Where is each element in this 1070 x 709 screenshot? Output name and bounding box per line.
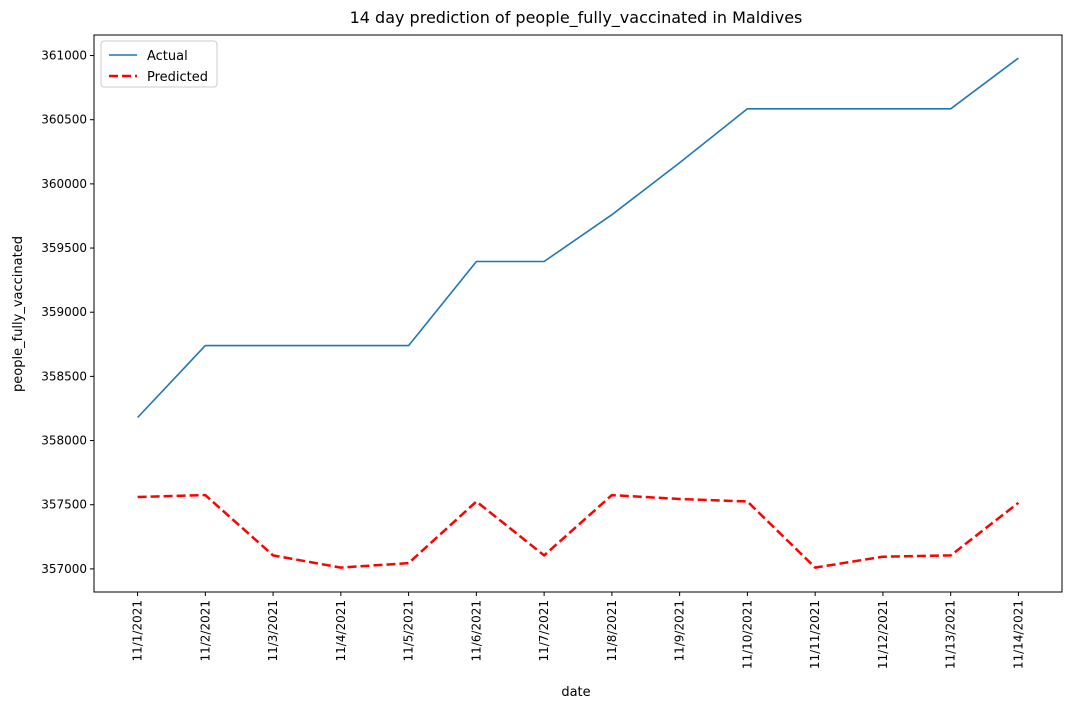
x-tick-label: 11/5/2021	[402, 600, 416, 662]
data-point-predicted	[882, 556, 884, 558]
x-tick-label: 11/10/2021	[740, 600, 754, 669]
data-point-predicted	[272, 554, 274, 556]
data-point-actual	[137, 417, 139, 419]
x-tick-label: 11/3/2021	[266, 600, 280, 662]
y-tick-label: 358500	[41, 369, 87, 383]
x-tick-label: 11/4/2021	[334, 600, 348, 662]
y-tick-label: 361000	[41, 49, 87, 63]
data-point-actual	[950, 108, 952, 110]
y-axis-label: people_fully_vaccinated	[11, 236, 26, 392]
series-line-actual	[137, 57, 1019, 419]
data-point-predicted	[340, 567, 342, 569]
data-point-predicted	[408, 562, 410, 564]
data-point-predicted	[204, 494, 206, 496]
x-tick-label: 11/12/2021	[876, 600, 890, 669]
x-tick-label: 11/11/2021	[808, 600, 822, 669]
data-point-predicted	[950, 554, 952, 556]
y-tick-label: 358000	[41, 434, 87, 448]
data-point-actual	[882, 108, 884, 110]
plot-frame	[93, 34, 1063, 593]
x-tick-label: 11/9/2021	[673, 600, 687, 662]
legend-label-predicted: Predicted	[147, 70, 208, 85]
y-tick-label: 357000	[41, 562, 87, 576]
series-line-predicted	[137, 493, 1020, 569]
data-point-actual	[679, 162, 681, 164]
y-tick-label: 359500	[41, 241, 87, 255]
x-tick-label: 11/6/2021	[469, 600, 483, 662]
data-point-predicted	[543, 554, 545, 556]
y-tick-label: 359000	[41, 305, 87, 319]
data-point-predicted	[475, 501, 477, 503]
x-axis-label: date	[561, 685, 590, 700]
data-point-predicted	[679, 498, 681, 500]
x-tick-label: 11/2/2021	[198, 600, 212, 662]
data-point-predicted	[611, 494, 613, 496]
x-tick-label: 11/13/2021	[944, 600, 958, 669]
data-point-actual	[408, 345, 410, 347]
y-tick-label: 357500	[41, 498, 87, 512]
chart-title: 14 day prediction of people_fully_vaccin…	[350, 8, 803, 28]
x-tick-label: 11/8/2021	[605, 600, 619, 662]
data-point-actual	[340, 345, 342, 347]
data-point-predicted	[137, 496, 139, 498]
data-point-predicted	[1017, 502, 1019, 504]
data-point-predicted	[746, 501, 748, 503]
data-point-predicted	[814, 567, 816, 569]
data-point-actual	[746, 108, 748, 110]
data-point-actual	[272, 345, 274, 347]
x-tick-label: 11/7/2021	[537, 600, 551, 662]
data-point-actual	[475, 261, 477, 263]
data-point-actual	[204, 345, 206, 347]
data-point-actual	[611, 214, 613, 216]
y-tick-label: 360000	[41, 177, 87, 191]
data-point-actual	[1017, 57, 1019, 59]
data-point-actual	[814, 108, 816, 110]
data-point-actual	[543, 261, 545, 263]
legend-label-actual: Actual	[147, 49, 188, 64]
plot-area: 357000 357500 358000 358500 359000 359500 3600…	[41, 34, 1063, 669]
x-tick-label: 11/1/2021	[131, 600, 145, 662]
y-tick-label: 360500	[41, 113, 87, 127]
x-tick-label: 11/14/2021	[1011, 600, 1025, 669]
